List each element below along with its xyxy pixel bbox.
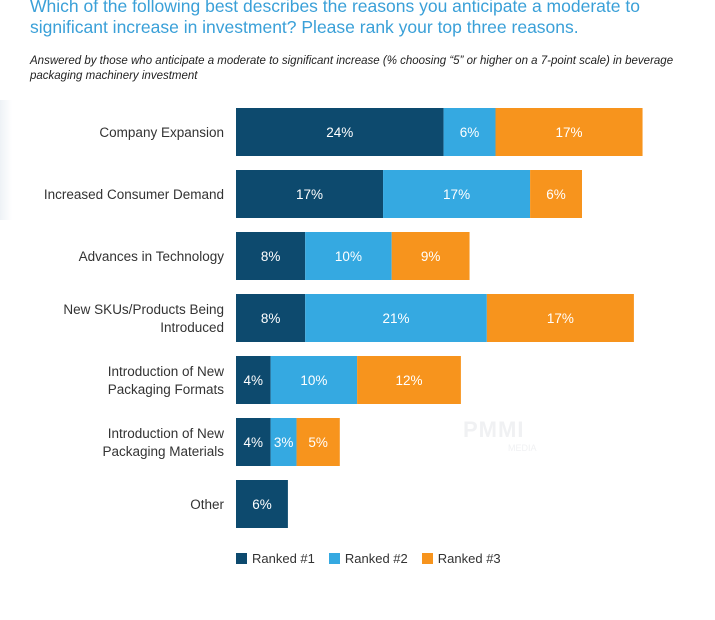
category-label: Advances in Technology: [79, 249, 225, 264]
watermark-logo-sub: MEDIA: [508, 443, 537, 453]
data-label: 6%: [252, 497, 272, 512]
category-label: Other: [190, 497, 224, 512]
legend-item-ranked-2: Ranked #2: [328, 551, 408, 566]
category-label: Introduced: [160, 320, 224, 335]
bar-segment-ranked-1: [236, 294, 306, 342]
data-label: 17%: [296, 187, 323, 202]
data-label: 17%: [547, 311, 574, 326]
legend-label-ranked-3: Ranked #3: [437, 551, 501, 566]
chart-subtitle: Answered by those who anticipate a moder…: [30, 55, 674, 82]
category-label: Packaging Materials: [102, 444, 224, 459]
category-label: Company Expansion: [99, 125, 224, 140]
data-label: 6%: [460, 125, 480, 140]
data-label: 4%: [244, 435, 264, 450]
bar-segment-ranked-3: [296, 418, 340, 466]
legend-label-ranked-1: Ranked #1: [252, 551, 315, 566]
bar-segment-ranked-3: [495, 108, 643, 156]
bar-segment-ranked-1: [236, 108, 444, 156]
category-label: Introduction of New: [108, 426, 225, 441]
legend-item-ranked-1: Ranked #1: [236, 551, 315, 566]
background-shading: [0, 100, 12, 220]
legend-swatch-ranked-1: [236, 553, 247, 564]
data-label: 6%: [546, 187, 566, 202]
bar-segment-ranked-2: [383, 170, 531, 218]
data-label: 9%: [421, 249, 441, 264]
category-label: Introduction of New: [108, 364, 225, 379]
bar-segment-ranked-1: [236, 232, 306, 280]
data-label: 10%: [335, 249, 362, 264]
bar-segment-ranked-2: [443, 108, 496, 156]
bar-segment-ranked-1: [236, 418, 271, 466]
data-label: 10%: [300, 373, 327, 388]
data-label: 4%: [244, 373, 264, 388]
bar-segment-ranked-2: [305, 232, 392, 280]
bar-segment-ranked-3: [530, 170, 582, 218]
category-label: Packaging Formats: [108, 382, 225, 397]
bar-segment-ranked-3: [357, 356, 461, 404]
bar-segment-ranked-1: [236, 356, 271, 404]
legend-swatch-ranked-2: [328, 553, 340, 564]
category-label: Increased Consumer Demand: [44, 187, 224, 202]
data-label: 5%: [308, 435, 328, 450]
legend-item-ranked-3: Ranked #3: [421, 551, 501, 566]
bar-segment-ranked-2: [305, 294, 487, 342]
bar-segment-ranked-1: [236, 170, 384, 218]
bar-segment-ranked-3: [391, 232, 470, 280]
data-label: 24%: [326, 125, 353, 140]
category-label: New SKUs/Products Being: [63, 302, 224, 317]
bar-segment-ranked-3: [486, 294, 634, 342]
bar-segment-ranked-1: [236, 480, 288, 528]
data-label: 8%: [261, 311, 281, 326]
page-title: Which of the following best describes th…: [30, 0, 640, 37]
data-label: 12%: [395, 373, 422, 388]
data-label: 21%: [383, 311, 410, 326]
chart-legend: Ranked #1 Ranked #2 Ranked #3: [236, 551, 501, 566]
data-label: 8%: [261, 249, 281, 264]
legend-label-ranked-2: Ranked #2: [344, 551, 408, 566]
bar-segment-ranked-2: [270, 418, 297, 466]
data-label: 17%: [556, 125, 583, 140]
bar-segment-ranked-2: [270, 356, 358, 404]
data-label: 3%: [274, 435, 294, 450]
data-label: 17%: [443, 187, 470, 202]
legend-swatch-ranked-3: [421, 553, 433, 564]
watermark-logo: PMMI: [463, 417, 525, 442]
